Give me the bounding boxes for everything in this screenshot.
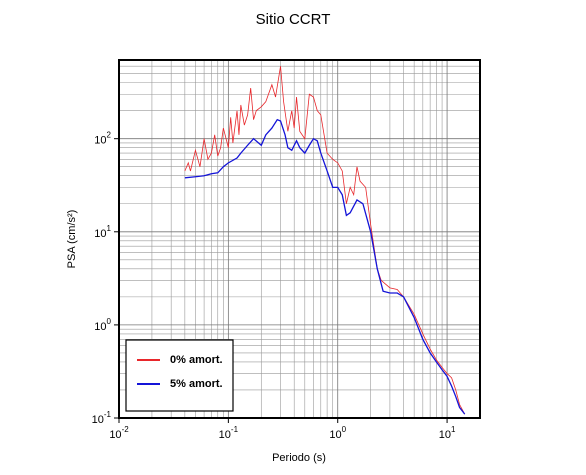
tick-label: 100 bbox=[329, 425, 346, 441]
tick-label: 102 bbox=[94, 131, 111, 147]
series-line bbox=[184, 118, 466, 415]
tick-label-exponent: 0 bbox=[342, 425, 347, 434]
tick-label: 10-1 bbox=[92, 410, 112, 426]
tick-label-base: 10 bbox=[329, 429, 341, 441]
tick-label-base: 10 bbox=[219, 429, 231, 441]
tick-label-exponent: 1 bbox=[451, 425, 456, 434]
plot-frame bbox=[118, 59, 481, 419]
tick-label-base: 10 bbox=[94, 135, 106, 147]
tick-label-exponent: -1 bbox=[104, 410, 112, 419]
tick-label: 100 bbox=[94, 317, 111, 333]
tick-label-base: 10 bbox=[94, 321, 106, 333]
tick-label-base: 10 bbox=[439, 429, 451, 441]
chart-title: Sitio CCRT bbox=[256, 11, 331, 28]
tick-label: 10-1 bbox=[219, 425, 239, 441]
tick-label-base: 10 bbox=[94, 228, 106, 240]
tick-label: 101 bbox=[94, 224, 111, 240]
legend-box bbox=[125, 339, 234, 412]
y-axis-label: PSA (cm/s²) bbox=[66, 210, 78, 269]
tick-label-exponent: -1 bbox=[231, 425, 239, 434]
tick-label-exponent: 1 bbox=[107, 224, 112, 233]
tick-label-exponent: -2 bbox=[122, 425, 130, 434]
tick-label-exponent: 2 bbox=[107, 131, 112, 140]
tick-label-exponent: 0 bbox=[107, 317, 112, 326]
tick-label-base: 10 bbox=[109, 429, 121, 441]
series-line bbox=[184, 66, 466, 415]
tick-label-base: 10 bbox=[92, 414, 104, 426]
x-axis-label: Periodo (s) bbox=[272, 452, 326, 464]
tick-label: 10-2 bbox=[109, 425, 129, 441]
tick-label: 101 bbox=[439, 425, 456, 441]
legend-label: 0% amort. bbox=[170, 354, 223, 366]
legend-label: 5% amort. bbox=[170, 378, 223, 390]
